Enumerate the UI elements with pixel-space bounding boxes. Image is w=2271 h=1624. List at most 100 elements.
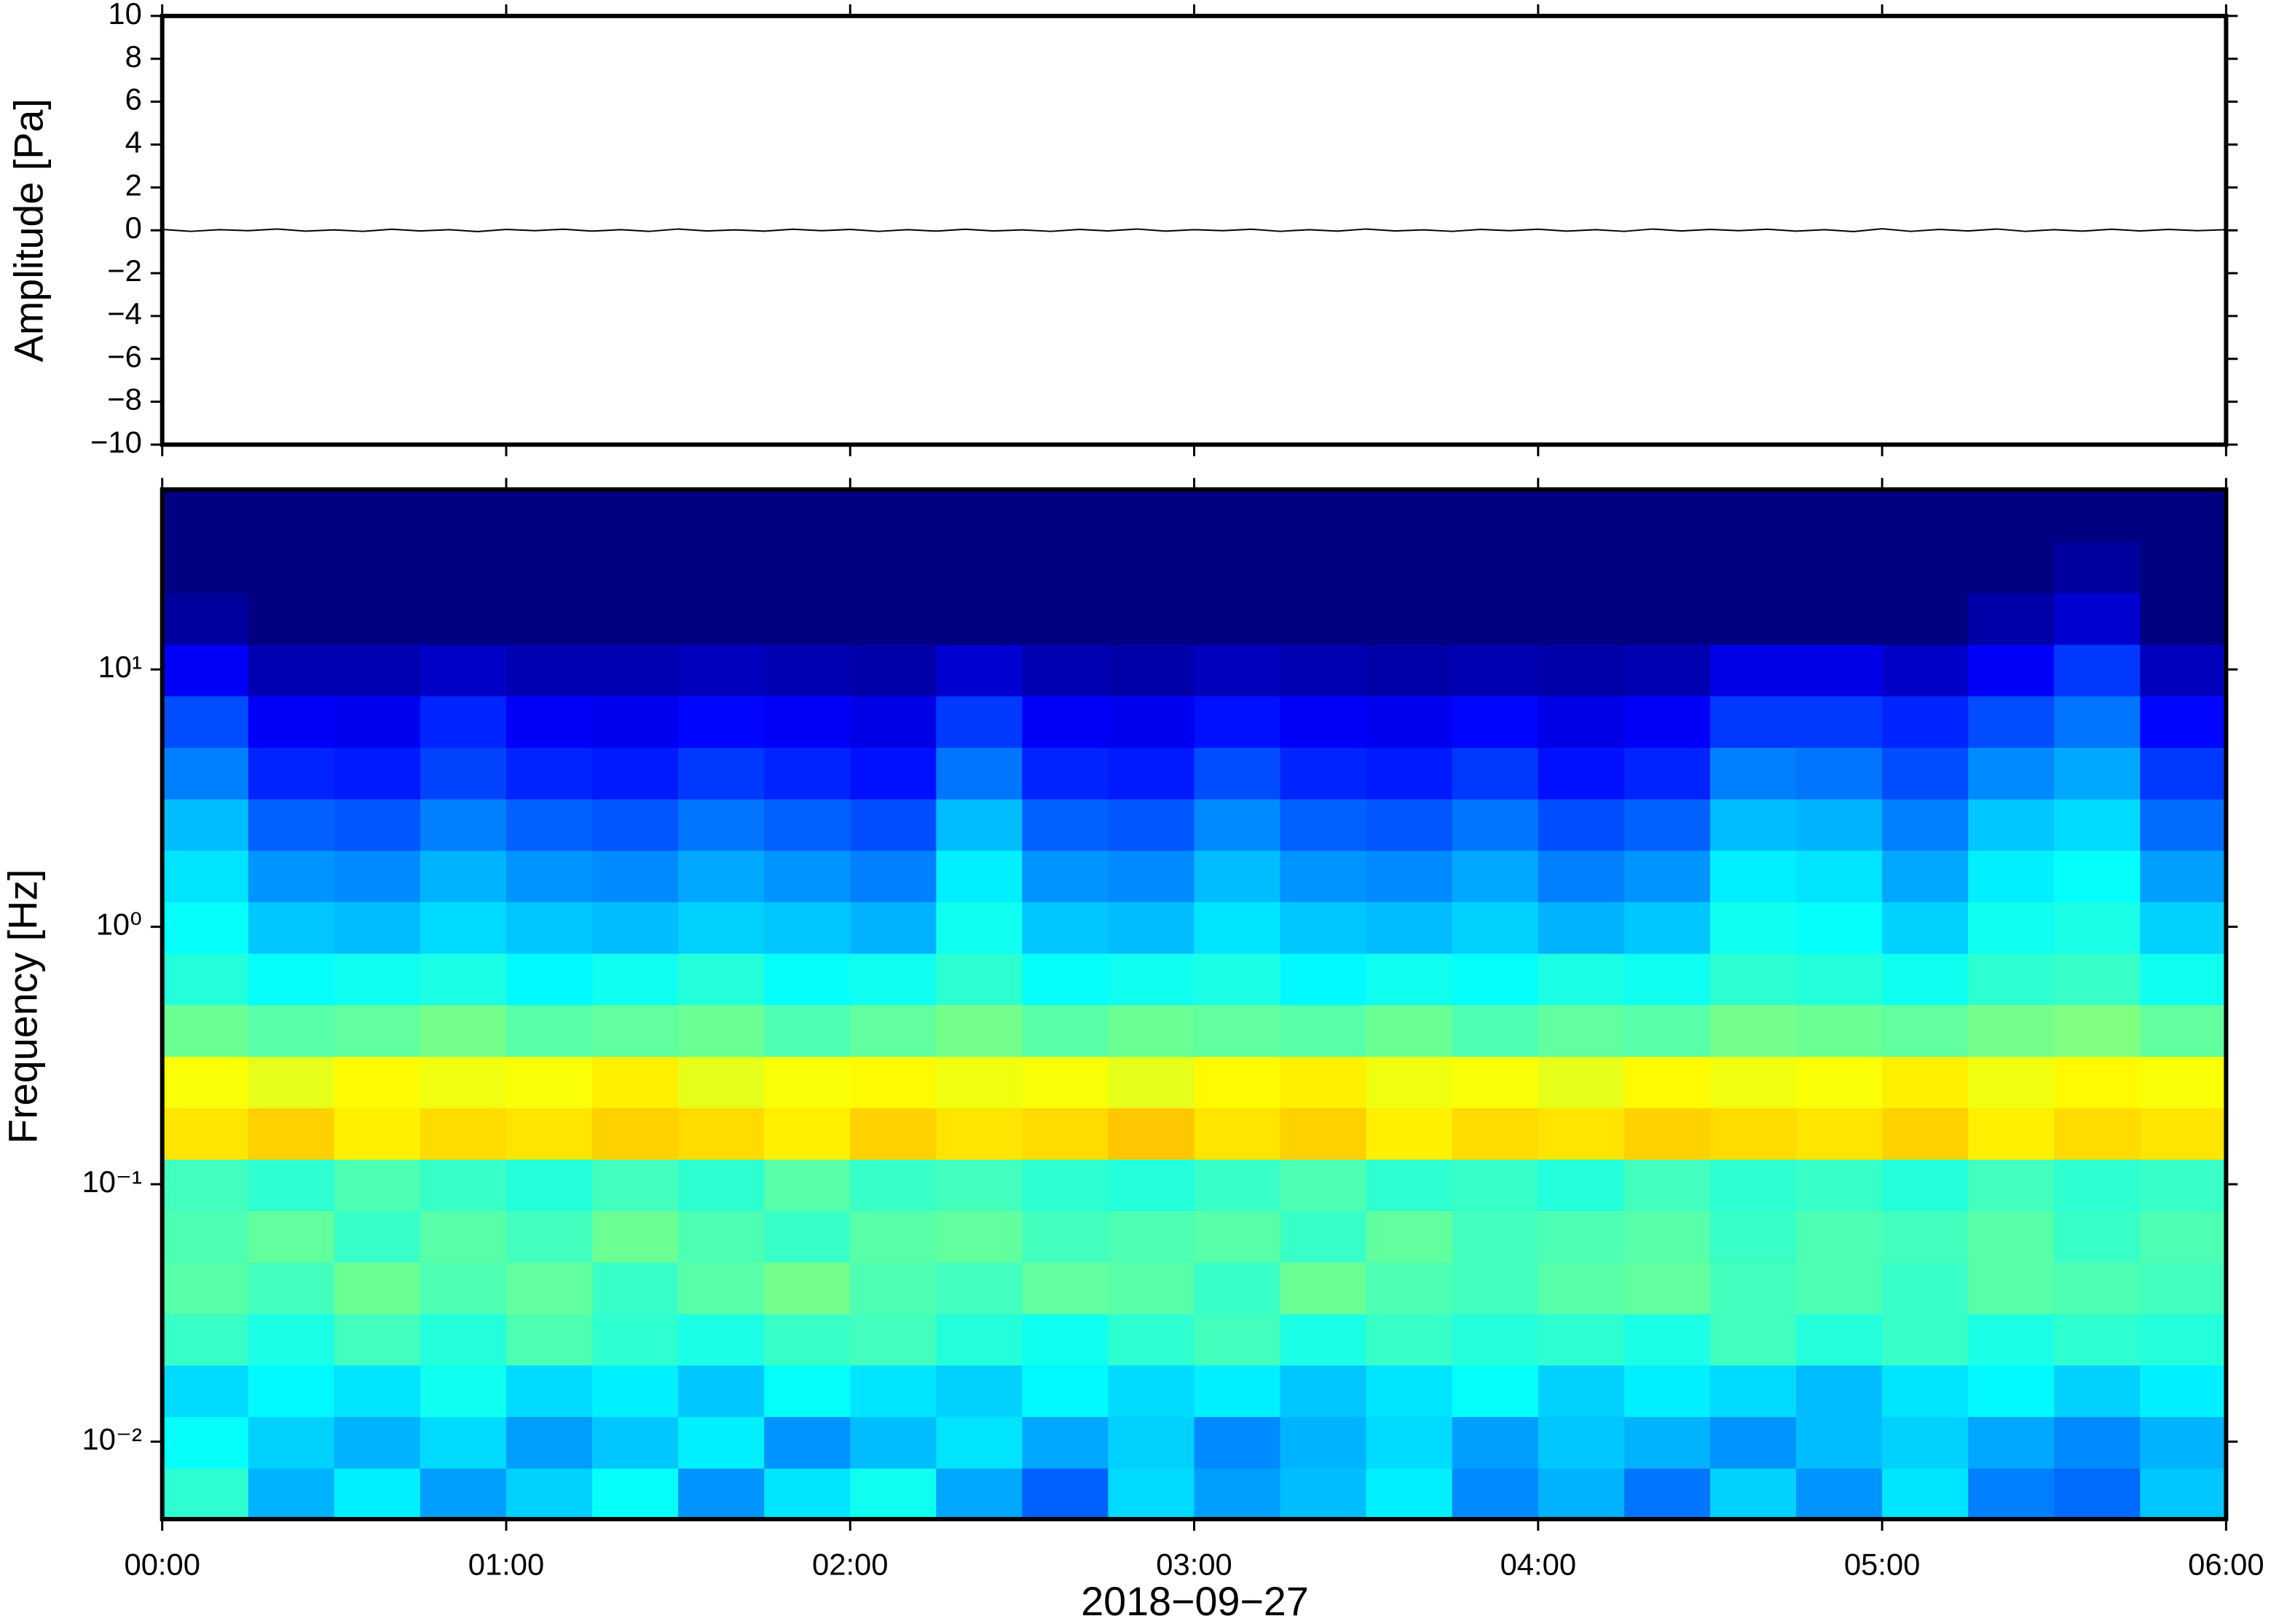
heat-cell — [592, 953, 680, 1006]
heat-cell — [936, 1159, 1023, 1212]
heat-cell — [678, 644, 765, 697]
heat-cell — [936, 1313, 1023, 1366]
heat-cell — [2054, 850, 2141, 902]
heat-cell — [1366, 746, 1453, 800]
y-tick-label: 10 — [108, 0, 141, 31]
heat-cell — [850, 644, 937, 697]
y-tick-label: −8 — [107, 382, 142, 417]
heat-cell — [678, 850, 765, 902]
heat-cell — [1709, 1467, 1798, 1521]
heat-cell — [1796, 850, 1884, 902]
heat-cell — [1796, 1261, 1884, 1314]
heat-cell — [592, 1004, 680, 1057]
heat-cell — [1108, 1210, 1195, 1263]
heat-cell — [505, 1159, 594, 1212]
heat-cell — [1623, 1159, 1712, 1212]
heat-cell — [850, 798, 937, 851]
heat-cell — [420, 1004, 508, 1057]
heat-cell — [1796, 1467, 1884, 1521]
heat-cell — [1194, 1467, 1281, 1521]
heat-cell — [2054, 798, 2141, 851]
heat-cell — [334, 489, 422, 543]
heat-cell — [1452, 541, 1540, 594]
heat-cell — [678, 695, 765, 748]
heat-cell — [1452, 1107, 1540, 1160]
heat-cell — [162, 1364, 249, 1417]
heat-cell — [1366, 695, 1453, 748]
heat-cell — [936, 489, 1023, 543]
heat-cell — [2054, 1416, 2141, 1469]
heat-cell — [248, 798, 336, 851]
y-tick-label: 4 — [125, 125, 142, 159]
heat-cell — [764, 901, 851, 954]
heat-cell — [1194, 746, 1281, 800]
heat-cell — [1623, 746, 1712, 800]
heat-cell — [334, 850, 422, 902]
heat-cell — [1366, 489, 1453, 543]
heat-cell — [1366, 953, 1453, 1006]
heat-cell — [2054, 1364, 2141, 1417]
heat-cell — [936, 1210, 1023, 1263]
heat-cell — [936, 798, 1023, 851]
heat-cell — [505, 1313, 594, 1366]
heat-cell — [1796, 1056, 1884, 1108]
heat-cell — [505, 644, 594, 697]
heat-cell — [1194, 850, 1281, 902]
heat-cell — [1022, 644, 1109, 697]
heat-cell — [248, 695, 336, 748]
heat-cell — [936, 1056, 1023, 1108]
heat-cell — [1108, 541, 1195, 594]
heat-cell — [592, 1364, 680, 1417]
heat-cell — [764, 746, 851, 800]
heat-cell — [936, 592, 1023, 645]
y-tick-label: 10⁻² — [82, 1422, 141, 1457]
x-tick-label: 01:00 — [468, 1548, 544, 1582]
heat-cell — [505, 1364, 594, 1417]
heat-cell — [1108, 644, 1195, 697]
heat-cell — [1796, 901, 1884, 954]
heat-cell — [2140, 1364, 2227, 1417]
heat-cell — [2140, 746, 2227, 800]
heat-cell — [592, 1261, 680, 1314]
heat-cell — [1022, 1056, 1109, 1108]
heat-cell — [764, 1056, 851, 1108]
heat-cell — [2054, 1056, 2141, 1108]
heat-cell — [1623, 1313, 1712, 1366]
heat-cell — [850, 1416, 937, 1469]
heat-cell — [1108, 1004, 1195, 1057]
heat-cell — [248, 1056, 336, 1108]
heat-cell — [248, 1364, 336, 1417]
heat-cell — [1280, 1004, 1367, 1057]
heat-cell — [505, 1261, 594, 1314]
heat-cell — [1194, 1159, 1281, 1212]
heat-cell — [1882, 1467, 1969, 1521]
heat-cell — [592, 592, 680, 645]
heat-cell — [1796, 644, 1884, 697]
heat-cell — [1538, 1416, 1626, 1469]
heat-cell — [1022, 1107, 1109, 1160]
heat-cell — [1538, 1056, 1626, 1108]
heat-cell — [1623, 695, 1712, 748]
heat-cell — [678, 798, 765, 851]
heat-cell — [248, 901, 336, 954]
heat-cell — [936, 644, 1023, 697]
heat-cell — [2140, 1416, 2227, 1469]
heat-cell — [505, 1107, 594, 1160]
heat-cell — [1280, 541, 1367, 594]
heat-cell — [1968, 1261, 2055, 1314]
heat-cell — [764, 1004, 851, 1057]
heat-cell — [2054, 592, 2141, 645]
heat-cell — [1968, 1107, 2055, 1160]
y-tick-label: 0 — [125, 210, 142, 245]
heat-cell — [1366, 644, 1453, 697]
heat-cell — [1538, 1107, 1626, 1160]
heat-cell — [2054, 901, 2141, 954]
heat-cell — [1538, 592, 1626, 645]
heat-cell — [850, 746, 937, 800]
heat-cell — [1796, 592, 1884, 645]
heat-cell — [1452, 1313, 1540, 1366]
heat-cell — [248, 746, 336, 800]
heat-cell — [850, 1467, 937, 1521]
heat-cell — [1194, 695, 1281, 748]
heat-cell — [2054, 1107, 2141, 1160]
